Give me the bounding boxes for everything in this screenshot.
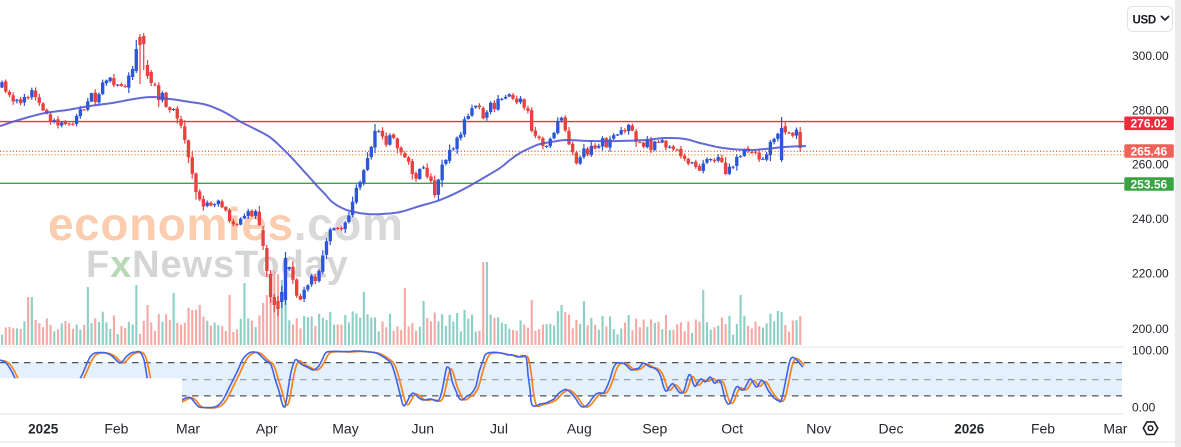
svg-text:240.00: 240.00 [1132, 212, 1169, 226]
svg-text:Apr: Apr [256, 421, 278, 437]
svg-text:2026: 2026 [954, 422, 985, 437]
svg-text:May: May [332, 421, 358, 437]
svg-text:Nov: Nov [806, 421, 831, 437]
svg-text:Jun: Jun [412, 421, 435, 437]
svg-text:Mar: Mar [1103, 421, 1127, 437]
svg-text:Feb: Feb [104, 421, 128, 437]
svg-text:260.00: 260.00 [1132, 158, 1169, 172]
svg-text:Jul: Jul [490, 421, 508, 437]
svg-text:100.00: 100.00 [1132, 344, 1169, 358]
svg-text:Dec: Dec [879, 421, 904, 437]
svg-text:economies.com: economies.com [48, 198, 403, 250]
svg-text:Mar: Mar [176, 421, 200, 437]
svg-text:276.02: 276.02 [1131, 117, 1168, 131]
svg-text:0.00: 0.00 [1132, 401, 1156, 415]
svg-text:200.00: 200.00 [1132, 322, 1169, 336]
svg-text:Feb: Feb [1031, 421, 1055, 437]
svg-text:USD: USD [1133, 14, 1156, 26]
svg-text:FxNewsToday: FxNewsToday [86, 244, 349, 286]
svg-text:265.46: 265.46 [1131, 144, 1168, 158]
svg-text:280.00: 280.00 [1132, 103, 1169, 117]
svg-text:2025: 2025 [28, 422, 59, 437]
svg-text:Oct: Oct [721, 421, 743, 437]
svg-text:300.00: 300.00 [1132, 49, 1169, 63]
svg-text:Sep: Sep [642, 421, 667, 437]
svg-text:Aug: Aug [567, 421, 592, 437]
svg-text:253.56: 253.56 [1131, 177, 1168, 191]
svg-text:220.00: 220.00 [1132, 266, 1169, 280]
